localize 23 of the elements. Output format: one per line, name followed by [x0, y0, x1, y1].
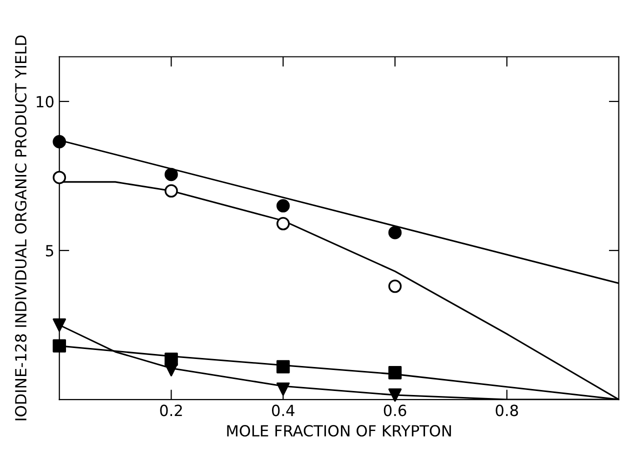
point — [52, 339, 66, 353]
point — [52, 135, 66, 148]
point — [164, 184, 178, 198]
point — [388, 226, 402, 240]
point — [276, 217, 290, 230]
point — [388, 280, 402, 293]
point — [164, 168, 178, 182]
point — [276, 199, 290, 212]
point — [388, 388, 402, 402]
y-tick-label: 5 — [46, 245, 54, 257]
x-tick-label: 0.6 — [384, 404, 406, 416]
point — [52, 170, 66, 184]
point — [276, 382, 290, 396]
point — [164, 363, 178, 376]
x-tick-label: 0.2 — [160, 404, 182, 416]
x-axis-title: MOLE FRACTION OF KRYPTON — [227, 424, 451, 437]
point — [388, 366, 402, 380]
x-tick-label: 0.4 — [272, 404, 294, 416]
y-tick-label: 10 — [36, 96, 54, 108]
x-tick-label: 0.8 — [496, 404, 518, 416]
point — [52, 318, 66, 332]
point — [276, 360, 290, 374]
y-axis-title: IODINE-128 INDIVIDUAL ORGANIC PRODUCT YIELD — [15, 35, 27, 420]
